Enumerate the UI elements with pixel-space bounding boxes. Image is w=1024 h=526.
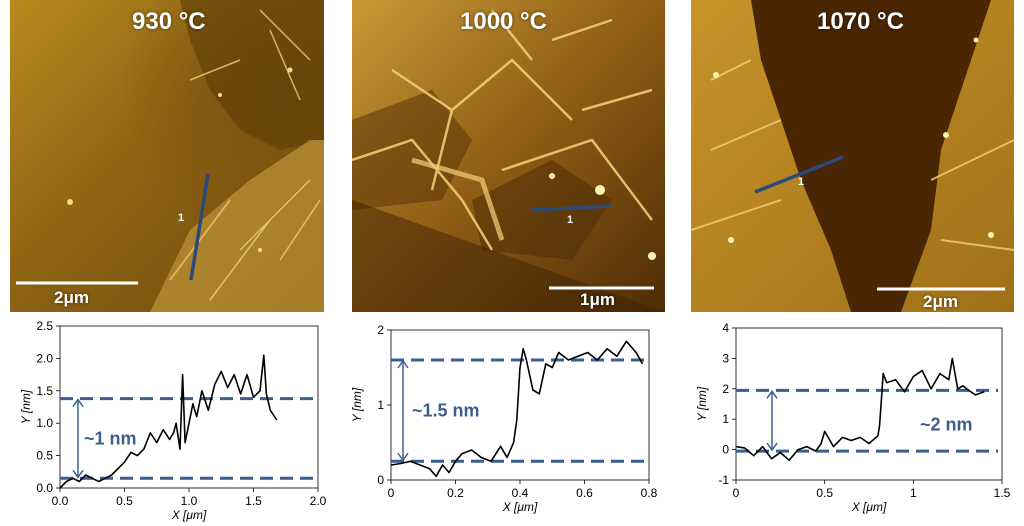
y-tick-label: 1.0 [36,416,53,430]
y-tick-label: 1.5 [36,384,53,398]
plot-svg-0: 0.0 0.5 1.0 1.5 2.0 0.0 0.5 1.0 1.5 2.0 2.5 X [μm] Y… [19,319,327,522]
y-axis-label: Y [nm] [350,387,364,422]
afm-image-1000: 1000 °C 1 1μm [352,0,665,312]
arrow-head-bottom [397,452,409,462]
height-profile-line [390,340,644,478]
y-axis-label: Y [nm] [19,389,33,424]
x-tick-label: 0.6 [576,486,593,500]
y-tick-label: 1 [377,398,384,412]
plot-svg-2: 0 0.5 1 1.5 -1 0 1 2 3 4 X [μm] Y [nm] ~2 nm [695,321,1011,514]
plot-svg-1: 0 0.2 0.4 0.6 0.8 0 1 2 X [μm] Y [nm] ~1.5 nm [350,323,658,514]
x-axis-label: X [μm] [851,500,887,514]
temperature-label: 1070 °C [817,8,904,35]
y-axis-label: Y [nm] [695,386,709,421]
plot-frame [59,325,319,489]
y-tick-label: 2 [377,323,384,337]
profile-line-1070 [754,155,1005,291]
arrow-head-bottom [766,442,778,452]
temperature-label: 930 °C [132,8,206,35]
y-tick-label: 0.5 [36,449,53,463]
afm-topography-1070 [691,0,1014,312]
profile-plot-930: 0.0 0.5 1.0 1.5 2.0 0.0 0.5 1.0 1.5 2.0 2.5 X [μm] Y… [0,318,340,522]
profile-plot-1000: 0 0.2 0.4 0.6 0.8 0 1 2 X [μm] Y [nm] ~1.5 nm [340,318,680,521]
y-tick-label: -1 [718,473,729,487]
arrow-head-top [72,398,84,408]
y-tick-label: 0.0 [36,481,53,495]
x-tick-label: 1.5 [245,494,262,508]
afm-topography-930 [10,0,324,312]
y-tick-label: 2 [722,382,729,396]
x-axis-label: X [μm] [502,500,538,514]
step-height-annotation: ~2 nm [920,414,973,434]
temperature-label: 1000 °C [460,8,547,35]
x-tick-label: 0.0 [52,494,69,508]
x-tick-label: 1.5 [994,486,1011,500]
x-tick-label: 0.2 [447,486,464,500]
x-tick-label: 0.5 [116,494,133,508]
profile-number: 1 [178,212,185,224]
x-tick-label: 0 [733,486,740,500]
y-tick-label: 4 [722,321,729,335]
arrow-head-bottom [72,469,84,479]
y-tick-label: 1 [722,412,729,426]
profile-number: 1 [798,176,805,188]
afm-image-930: 930 °C 1 2μm [10,0,324,312]
profile-number: 1 [567,214,574,226]
y-tick-label: 3 [722,351,729,365]
x-tick-label: 0 [388,486,395,500]
profile-line-930 [16,173,210,285]
x-tick-label: 1 [910,486,917,500]
x-tick-label: 1.0 [181,494,198,508]
scale-bar-label: 1μm [580,290,615,309]
afm-topography-1000 [352,0,665,312]
height-profile-line [59,354,278,489]
y-tick-label: 0 [722,443,729,457]
y-tick-label: 2.0 [36,351,53,365]
y-tick-label: 0 [377,473,384,487]
profile-line-1000 [531,204,654,290]
afm-image-1070: 1070 °C 1 2μm [691,0,1014,312]
step-height-annotation: ~1 nm [84,428,137,448]
scale-bar-label: 2μm [923,292,958,311]
x-axis-label: X [μm] [171,508,207,522]
x-tick-label: 0.4 [512,486,529,500]
arrow-head-top [397,359,409,369]
x-tick-label: 0.8 [641,486,658,500]
arrow-head-top [766,390,778,399]
scale-bar-label: 2μm [54,288,89,307]
x-tick-label: 0.5 [816,486,833,500]
x-tick-label: 2.0 [310,494,327,508]
profile-plot-1070: 0 0.5 1 1.5 -1 0 1 2 3 4 X [μm] Y [nm] ~2 nm [680,318,1024,521]
step-height-annotation: ~1.5 nm [412,401,480,421]
height-profile-line [735,357,985,461]
plot-frame [735,327,1003,481]
y-tick-label: 2.5 [36,319,53,333]
